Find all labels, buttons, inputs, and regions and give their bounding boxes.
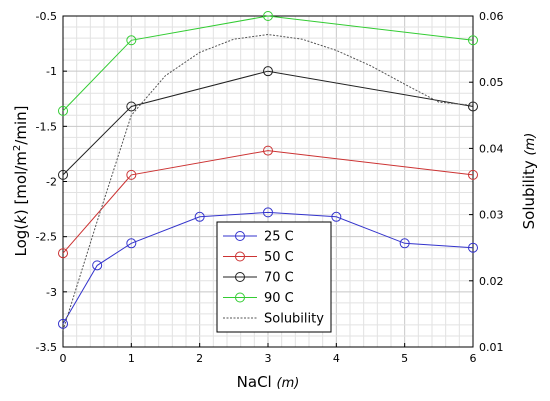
- series-line-90-c: [62, 15, 474, 112]
- series-layer: [58, 11, 478, 331]
- y-left-tick-label: -3.5: [36, 341, 57, 354]
- x-tick-label: 0: [60, 352, 67, 365]
- y-right-tick-label: 0.02: [479, 275, 504, 288]
- legend-label: 70 C: [264, 271, 294, 286]
- legend-marker: [235, 292, 245, 303]
- legend-label: Solubility: [264, 312, 324, 327]
- tick-labels: 0 1 2 3 4 5 6 -0.5 -1 -1.5 -2 -2.5 -3 -3.5 0.06 0.05 0.0…: [36, 10, 504, 365]
- data-point: [58, 248, 68, 259]
- x-axis-title: NaCl (m): [237, 373, 300, 391]
- x-tick-label: 1: [128, 352, 135, 365]
- y-left-tick-label: -1: [46, 65, 57, 78]
- series-line-70-c: [62, 70, 474, 176]
- y-right-tick-label: 0.04: [479, 142, 504, 155]
- series-line-50-c: [62, 150, 474, 254]
- data-point: [126, 101, 137, 112]
- x-tick-label: 3: [265, 352, 272, 365]
- x-tick-label: 4: [333, 352, 340, 365]
- data-point: [399, 238, 410, 249]
- legend-marker: [235, 272, 245, 282]
- y-axis-right-title: Solubility (m): [520, 133, 538, 230]
- legend: 25 C 50 C 70 C 90 C Solubility: [216, 221, 332, 333]
- data-point: [92, 260, 103, 271]
- legend-label: 25 C: [264, 230, 294, 245]
- y-left-tick-label: -3: [46, 286, 57, 299]
- data-point: [263, 66, 273, 77]
- data-point: [263, 11, 273, 21]
- y-right-tick-label: 0.06: [479, 10, 504, 23]
- x-tick-label: 2: [196, 352, 203, 365]
- y-right-tick-label: 0.03: [479, 209, 504, 222]
- y-left-tick-label: -2: [46, 176, 57, 189]
- legend-marker: [235, 251, 245, 262]
- legend-label: 90 C: [264, 291, 294, 306]
- series-line-25-c: [62, 211, 474, 325]
- data-point: [468, 169, 478, 180]
- x-tick-label: 6: [470, 352, 477, 365]
- data-point: [331, 211, 342, 222]
- y-right-tick-label: 0.05: [479, 76, 504, 89]
- y-left-tick-label: -1.5: [36, 120, 57, 133]
- data-point: [263, 145, 273, 156]
- y-left-tick-label: -2.5: [36, 231, 57, 244]
- data-point: [194, 211, 205, 222]
- data-point: [58, 105, 68, 116]
- data-point: [58, 169, 68, 180]
- data-point: [263, 207, 273, 218]
- data-point: [468, 242, 478, 253]
- data-point: [58, 318, 68, 329]
- x-tick-label: 5: [401, 352, 408, 365]
- data-point: [126, 169, 137, 180]
- y-axis-left-title: Log(k) [mol/m2/min]: [12, 105, 30, 256]
- data-point: [126, 35, 137, 46]
- data-point: [126, 238, 137, 249]
- data-point: [468, 101, 478, 112]
- y-right-tick-label: 0.01: [479, 341, 504, 354]
- y-left-tick-label: -0.5: [36, 10, 57, 23]
- legend-marker: [235, 231, 245, 241]
- series-line-solubility: [62, 33, 474, 331]
- data-point: [468, 35, 478, 46]
- legend-label: 50 C: [264, 250, 294, 265]
